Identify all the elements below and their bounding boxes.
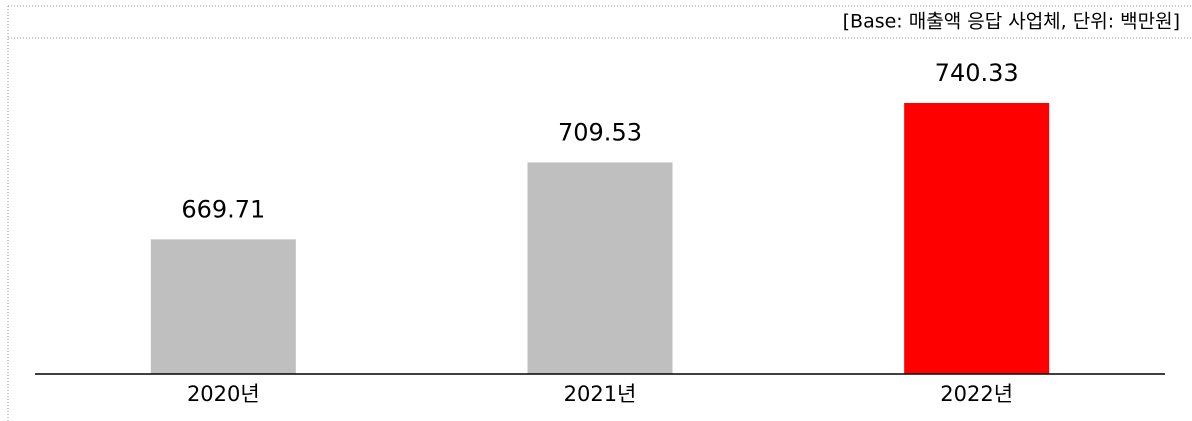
bar bbox=[904, 102, 1050, 375]
x-tick-label: 2022년 bbox=[940, 382, 1013, 406]
bar bbox=[150, 239, 296, 374]
value-label: 740.33 bbox=[935, 59, 1019, 87]
value-label: 709.53 bbox=[558, 118, 642, 146]
value-label: 669.71 bbox=[181, 195, 265, 223]
x-tick-label: 2021년 bbox=[564, 382, 637, 406]
bar bbox=[527, 162, 673, 374]
x-tick-label: 2020년 bbox=[187, 382, 260, 406]
note: [Base: 매출액 응답 사업체, 단위: 백만원] bbox=[843, 11, 1180, 33]
